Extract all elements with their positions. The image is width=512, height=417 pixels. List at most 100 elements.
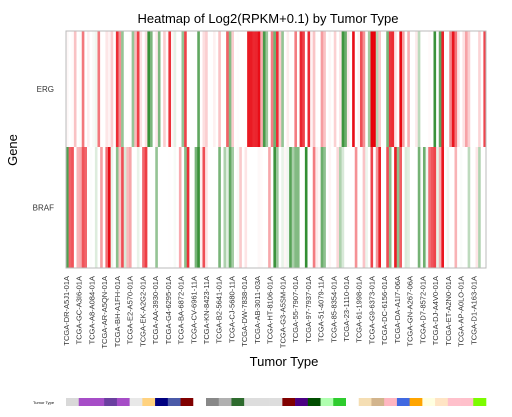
heatmap-cell bbox=[433, 31, 437, 147]
heatmap-cell bbox=[228, 147, 232, 268]
heatmap-cell bbox=[115, 31, 119, 147]
heatmap-cell bbox=[165, 31, 169, 147]
heatmap-cell bbox=[370, 31, 374, 147]
heatmap-cell bbox=[126, 147, 130, 268]
heatmap-cell bbox=[255, 31, 258, 147]
heatmap-cell bbox=[142, 31, 146, 147]
heatmap-cell bbox=[100, 147, 104, 268]
sample-tick-label: TCGA-DA-A1I7-06A bbox=[393, 276, 402, 344]
heatmap-cell bbox=[360, 31, 363, 147]
heatmap-cell bbox=[136, 147, 140, 268]
heatmap-cell bbox=[388, 147, 392, 268]
heatmap-cell bbox=[181, 31, 185, 147]
heatmap-cell bbox=[84, 31, 88, 147]
heatmap-cell bbox=[199, 147, 203, 268]
heatmap-cell bbox=[315, 31, 319, 147]
sample-tick-label: TCGA-D1-A163-01A bbox=[469, 276, 478, 345]
sample-tick-label: TCGA-BA-6872-01A bbox=[177, 276, 186, 344]
heatmap-cell bbox=[360, 147, 363, 268]
heatmap-cell bbox=[176, 31, 180, 147]
heatmap-cell bbox=[362, 147, 366, 268]
sample-tick-label: TCGA-A8-A084-01A bbox=[87, 276, 96, 344]
heatmap-cell bbox=[139, 147, 143, 268]
heatmap-cell bbox=[97, 31, 101, 147]
heatmap-cell bbox=[262, 147, 266, 268]
heatmap-cell bbox=[147, 147, 151, 268]
heatmap-cell bbox=[438, 147, 442, 268]
heatmap-cell bbox=[223, 147, 227, 268]
heatmap-cell bbox=[386, 147, 390, 268]
heatmap-cell bbox=[346, 147, 350, 268]
heatmap-cell bbox=[102, 147, 106, 268]
heatmap-cell bbox=[76, 31, 80, 147]
heatmap-cell bbox=[81, 147, 85, 268]
heatmap-cell bbox=[428, 147, 432, 268]
y-axis-label: Gene bbox=[5, 134, 20, 166]
heatmap-cell bbox=[73, 31, 77, 147]
heatmap-cell bbox=[341, 31, 345, 147]
heatmap-cell bbox=[152, 147, 156, 268]
heatmap-cell bbox=[247, 31, 251, 147]
heatmap-cell bbox=[344, 147, 348, 268]
sample-tick-label: TCGA-EK-A2G2-01A bbox=[138, 276, 147, 347]
heatmap-cell bbox=[430, 147, 434, 268]
heatmap-cell bbox=[131, 31, 135, 147]
heatmap-cell bbox=[265, 147, 269, 268]
x-axis-label: Tumor Type bbox=[250, 354, 319, 369]
heatmap-cell bbox=[388, 31, 392, 147]
heatmap-cell bbox=[218, 147, 222, 268]
heatmap-cell bbox=[257, 147, 261, 268]
heatmap-cell bbox=[475, 31, 479, 147]
heatmap-cell bbox=[381, 147, 384, 268]
heatmap-cell bbox=[454, 31, 458, 147]
heatmap-cell bbox=[470, 147, 474, 268]
heatmap-cell bbox=[396, 31, 400, 147]
heatmap-cell bbox=[121, 31, 125, 147]
heatmap-cell bbox=[176, 147, 180, 268]
heatmap-cell bbox=[108, 31, 111, 147]
annotation-segment bbox=[320, 398, 334, 406]
heatmap-cell bbox=[92, 147, 96, 268]
heatmap-cell bbox=[404, 31, 408, 147]
heatmap-cell bbox=[213, 31, 216, 147]
heatmap-cell bbox=[194, 31, 198, 147]
heatmap-cell bbox=[205, 31, 209, 147]
heatmap-cell bbox=[186, 147, 190, 268]
heatmap-cell bbox=[155, 147, 159, 268]
heatmap-cell bbox=[199, 31, 203, 147]
heatmap-cell bbox=[446, 147, 450, 268]
sample-tick-label: TCGA-CJ-5680-11A bbox=[227, 276, 236, 343]
heatmap-cell bbox=[197, 31, 201, 147]
gene-label: BRAF bbox=[33, 204, 54, 213]
sample-tick-label: TCGA-97-7937-01A bbox=[304, 276, 313, 343]
heatmap-cell bbox=[79, 147, 83, 268]
heatmap-cell bbox=[163, 31, 167, 147]
heatmap-cell bbox=[226, 31, 230, 147]
heatmap-cell bbox=[192, 147, 195, 268]
heatmap-cell bbox=[144, 31, 148, 147]
heatmap-cell bbox=[134, 31, 138, 147]
heatmap-cell bbox=[375, 147, 379, 268]
heatmap-cell bbox=[255, 147, 258, 268]
heatmap-cell bbox=[270, 31, 274, 147]
heatmap-cell bbox=[436, 31, 440, 147]
heatmap-cell bbox=[373, 31, 377, 147]
heatmap-cell bbox=[76, 147, 80, 268]
heatmap-cell bbox=[318, 147, 321, 268]
heatmap-cell bbox=[433, 147, 437, 268]
heatmap-cell bbox=[430, 31, 434, 147]
sample-tick-label: TCGA-ET-A2N0-01A bbox=[444, 276, 453, 346]
heatmap-cell bbox=[184, 147, 188, 268]
sample-tick-label: TCGA-85-8354-01A bbox=[329, 276, 338, 343]
heatmap-cell bbox=[349, 31, 353, 147]
heatmap-cell bbox=[71, 31, 75, 147]
heatmap-cell bbox=[333, 31, 337, 147]
heatmap-cell bbox=[291, 147, 295, 268]
annotation-segment bbox=[269, 398, 283, 406]
heatmap-cell bbox=[472, 31, 476, 147]
heatmap-cell bbox=[325, 147, 329, 268]
heatmap-cell bbox=[381, 31, 384, 147]
heatmap-cell bbox=[223, 31, 227, 147]
heatmap-cell bbox=[315, 147, 319, 268]
annotation-segment bbox=[384, 398, 398, 406]
